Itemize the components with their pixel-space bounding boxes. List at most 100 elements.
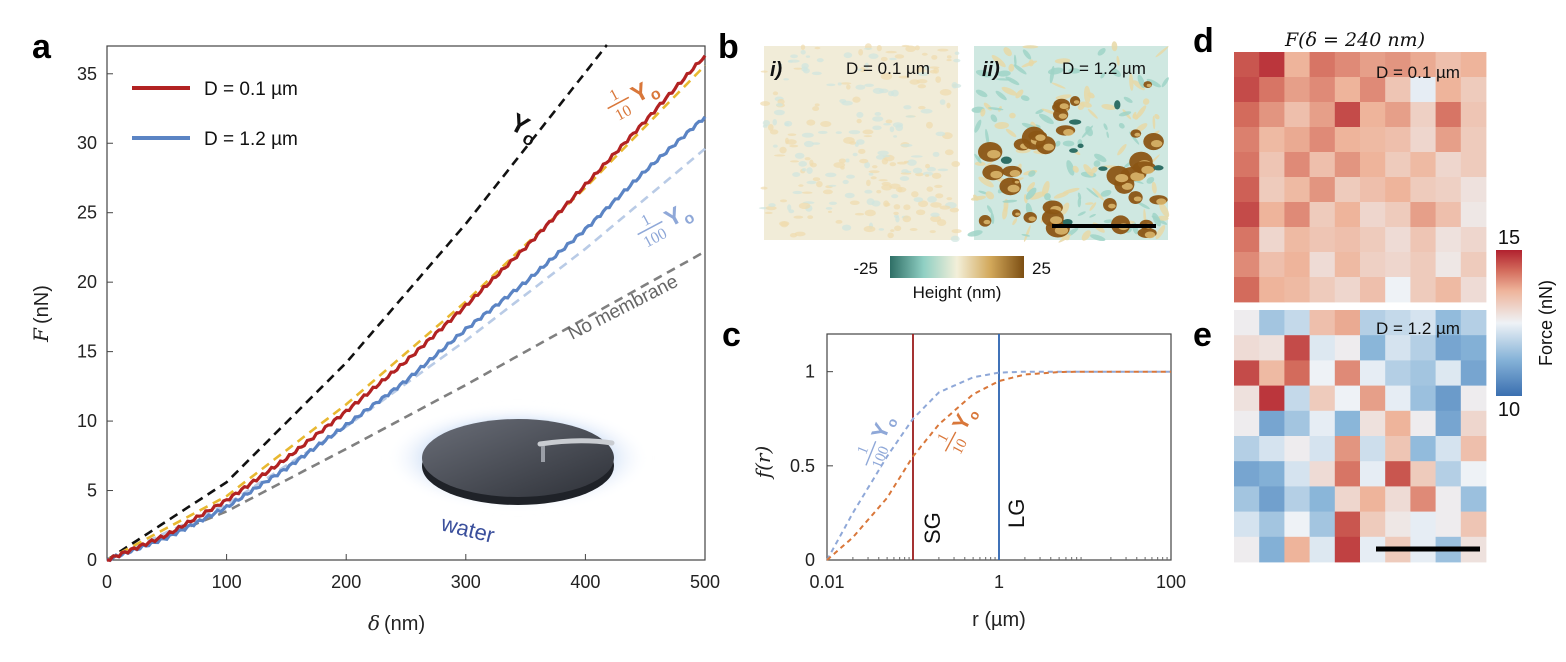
c-xtick-label: 1 xyxy=(994,572,1004,592)
force-map-d12-cell xyxy=(1259,360,1285,386)
force-map-d12-cell xyxy=(1334,360,1361,386)
force-map-d12-cell xyxy=(1309,486,1336,512)
height-map-small-grain: i) D = 0.1 µm xyxy=(758,43,962,243)
force-map-d01-cell xyxy=(1259,102,1285,128)
height-texture-streak xyxy=(1029,191,1046,200)
height-texture-streak xyxy=(1103,123,1108,131)
force-map-d01-cell xyxy=(1460,202,1487,228)
height-texture-streak xyxy=(980,108,986,117)
height-texture-streak xyxy=(1093,160,1101,168)
force-map-d01 xyxy=(1234,52,1487,303)
height-texture-speck xyxy=(896,161,908,165)
height-texture-speck xyxy=(881,181,891,186)
height-texture-speck xyxy=(787,133,797,137)
height-texture-speck xyxy=(900,143,913,148)
height-texture-speck xyxy=(930,202,942,208)
a-xtick-label: 400 xyxy=(570,572,600,592)
force-map-d12-cell xyxy=(1435,436,1462,462)
force-map-d12-cell xyxy=(1259,536,1285,563)
height-texture-speck xyxy=(944,149,954,156)
a-ytick-label: 30 xyxy=(77,133,97,153)
height-texture-speck xyxy=(852,152,858,157)
force-map-d12-cell xyxy=(1385,310,1411,336)
height-texture-speck xyxy=(872,125,882,130)
force-map-d12-cell xyxy=(1435,385,1462,412)
force-map-d12-cell xyxy=(1360,360,1386,386)
panel-a-chart: 0 100 200 300 400 500 0 5 10 15 20 25 30 35 water Y o… xyxy=(29,44,720,635)
height-texture-speck xyxy=(885,119,893,124)
height-texture-speck xyxy=(901,44,910,48)
height-texture-streak xyxy=(1041,180,1050,197)
height-texture-grain-highlight xyxy=(1035,134,1046,141)
height-texture-speck xyxy=(909,228,918,231)
height-texture-speck xyxy=(902,215,912,223)
height-texture-speck xyxy=(820,121,832,128)
height-texture-speck xyxy=(811,71,822,76)
height-texture-streak xyxy=(1089,202,1097,211)
height-texture-streak xyxy=(987,107,1004,111)
force-map-d01-cell xyxy=(1284,152,1310,178)
height-texture-grain-highlight xyxy=(1144,231,1156,239)
force-map-d01-cell xyxy=(1435,127,1462,153)
force-map-d12-cell xyxy=(1234,310,1260,336)
a-xtick-label: 200 xyxy=(331,572,361,592)
height-texture-streak xyxy=(1123,96,1133,103)
height-texture-grain-highlight xyxy=(1015,212,1021,216)
height-texture-speck xyxy=(937,168,949,172)
force-map-d12-cell xyxy=(1284,461,1310,487)
height-texture-speck xyxy=(878,179,888,182)
height-texture-streak xyxy=(1077,192,1082,200)
height-texture-pit xyxy=(1069,148,1078,153)
cantilever-icon xyxy=(537,438,615,447)
force-map-d12-cell xyxy=(1259,385,1285,412)
height-texture-grain-highlight xyxy=(1043,143,1055,151)
force-map-d12-cell xyxy=(1435,310,1462,336)
force-map-d12-cell xyxy=(1410,511,1436,538)
c-hundredth-annotation: 1 100 Y o xyxy=(855,416,901,471)
force-map-d01-cell xyxy=(1385,127,1411,153)
height-texture-speck xyxy=(793,215,804,219)
height-texture-speck xyxy=(946,197,953,201)
height-texture-speck xyxy=(887,90,894,97)
force-map-d01-cell xyxy=(1334,102,1361,128)
height-texture-streak xyxy=(1129,73,1134,91)
force-map-d12-cell xyxy=(1435,511,1462,538)
height-texture-speck xyxy=(894,54,905,59)
height-texture-speck xyxy=(798,202,811,210)
height-texture-streak xyxy=(974,119,982,133)
height-texture-streak xyxy=(1068,68,1081,74)
force-map-d12-cell xyxy=(1234,536,1260,563)
force-map-d01-cell xyxy=(1259,252,1285,278)
panel-a-xlabel: δ (nm) xyxy=(368,611,425,635)
force-map-d12-cell xyxy=(1385,410,1411,437)
height-texture-speck xyxy=(839,98,847,104)
height-texture-grain-highlight xyxy=(990,170,1003,179)
c-tenth-den: 10 xyxy=(950,436,971,457)
height-texture-speck xyxy=(935,76,942,83)
height-texture-grain-highlight xyxy=(1058,113,1068,119)
height-texture-streak xyxy=(1132,113,1139,120)
height-texture-speck xyxy=(883,200,890,207)
height-texture-speck xyxy=(862,129,874,135)
force-map-d01-cell xyxy=(1385,277,1411,303)
force-map-d12-cell xyxy=(1284,486,1310,512)
height-map-large-grain: ii) D = 1.2 µm xyxy=(967,41,1170,243)
height-texture-streak xyxy=(974,153,982,164)
height-texture-speck xyxy=(798,160,808,167)
height-texture-speck xyxy=(804,157,811,161)
height-texture-streak xyxy=(1087,92,1095,99)
height-texture-pit xyxy=(1069,119,1082,125)
height-texture-streak xyxy=(1155,225,1166,240)
height-texture-speck xyxy=(939,89,952,96)
c-ytick-label: 1 xyxy=(805,362,815,382)
height-texture-speck xyxy=(868,170,880,174)
height-texture-speck xyxy=(777,62,783,68)
height-texture-speck xyxy=(827,210,833,213)
height-texture-streak xyxy=(1023,225,1031,242)
force-map-d12-cell xyxy=(1259,310,1285,336)
height-texture-speck xyxy=(877,150,889,156)
force-map-d12-cell xyxy=(1309,335,1336,361)
force-map-d01-cell xyxy=(1284,277,1310,303)
height-texture-speck xyxy=(789,233,798,238)
height-texture-streak xyxy=(1008,63,1015,72)
